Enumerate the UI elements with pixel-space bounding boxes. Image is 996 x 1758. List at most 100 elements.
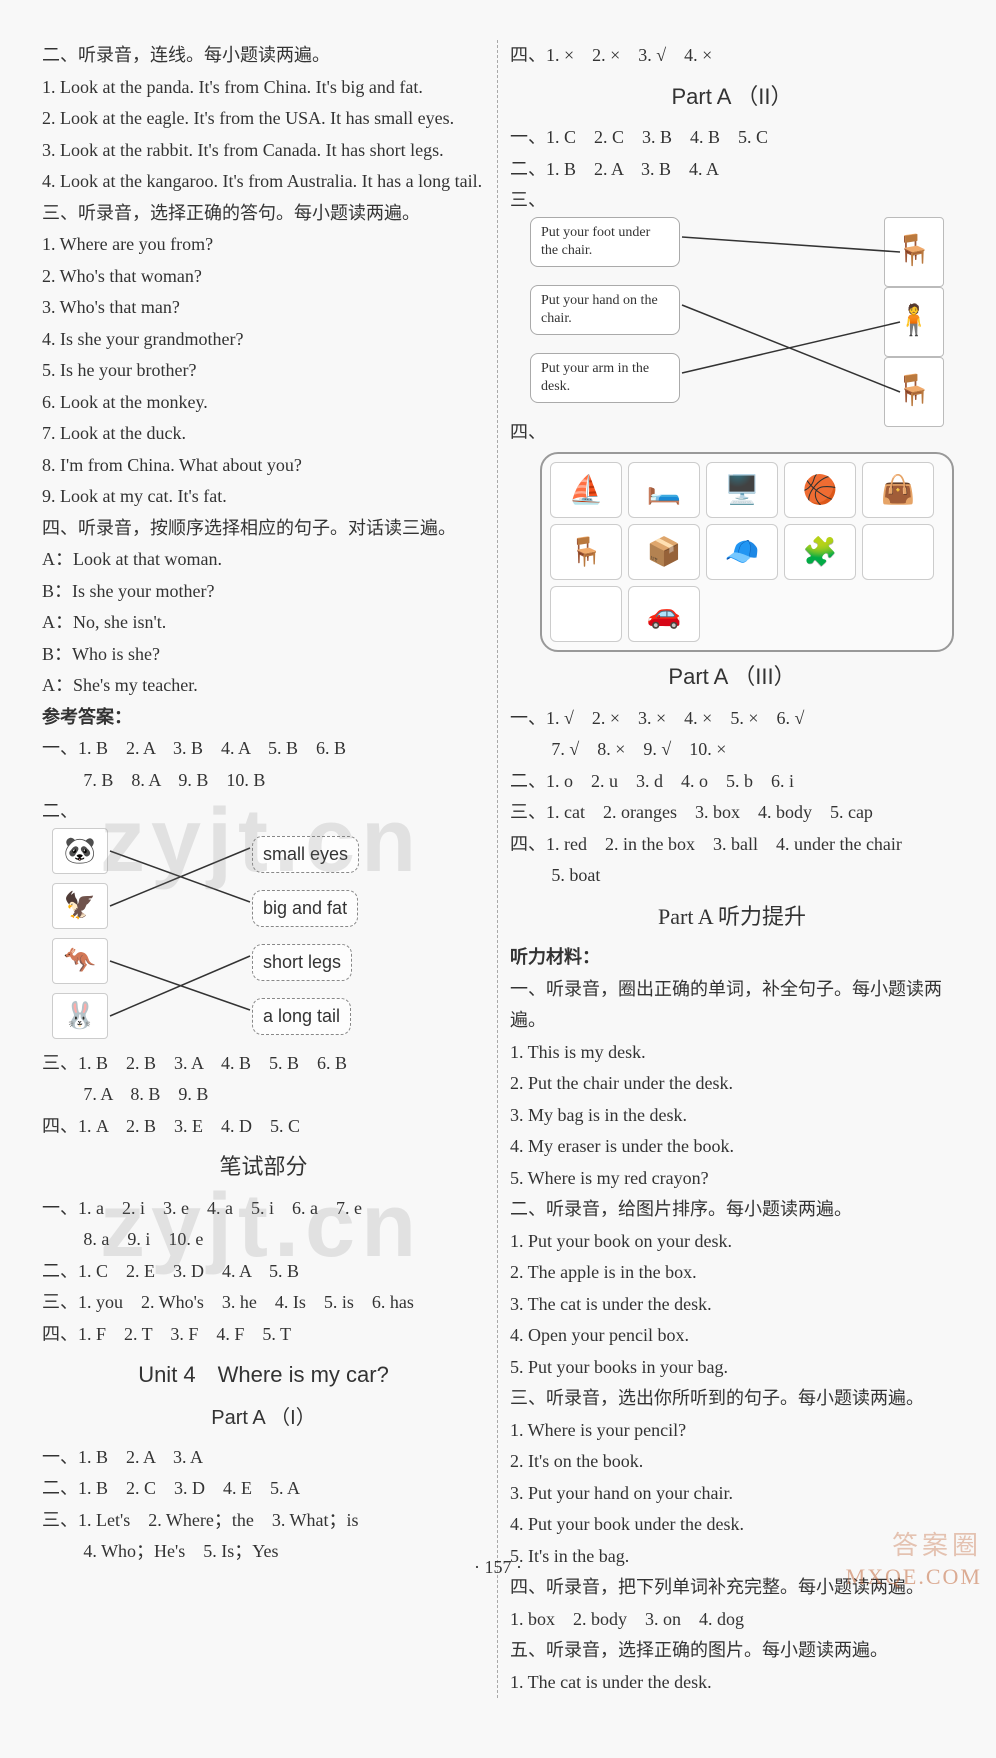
sec3-item: 2. Who's that woman?	[42, 261, 485, 293]
a2-3-head: 三、	[510, 185, 954, 217]
illustration-grid: ⛵ 🛏️ 🖥️ 🏀 👜 🪑 📦 🧢 🧩 🚗	[540, 452, 954, 652]
right-column: 四、1. × 2. × 3. √ 4. × Part A （II） 一、1. C…	[498, 40, 966, 1698]
label-small-eyes: small eyes	[252, 836, 359, 874]
a3-2: 二、1. o 2. u 3. d 4. o 5. b 6. i	[510, 766, 954, 798]
L3-item: 2. It's on the book.	[510, 1446, 954, 1478]
u4-2: 二、1. B 2. C 3. D 4. E 5. A	[42, 1473, 485, 1505]
w2: 二、1. C 2. E 3. D 4. A 5. B	[42, 1256, 485, 1288]
L2-head: 二、听录音，给图片排序。每小题读两遍。	[510, 1194, 954, 1226]
sec3-item: 1. Where are you from?	[42, 229, 485, 261]
listen-head: Part A 听力提升	[510, 898, 954, 937]
left-column: 二、听录音，连线。每小题读两遍。 1. Look at the panda. I…	[30, 40, 498, 1698]
blank-icon	[550, 586, 622, 642]
ex3-desk-icon: 🪑	[884, 357, 944, 427]
exercise3-diagram: Put your foot under the chair. Put your …	[530, 217, 954, 417]
page: 二、听录音，连线。每小题读两遍。 1. Look at the panda. I…	[0, 0, 996, 1758]
u4-3: 三、1. Let's 2. Where；the 3. What；is	[42, 1505, 485, 1537]
w1b: 8. a 9. i 10. e	[42, 1224, 485, 1256]
a3-3: 三、1. cat 2. oranges 3. box 4. body 5. ca…	[510, 797, 954, 829]
unit4-title: Unit 4 Where is my car?	[42, 1356, 485, 1395]
a2-1: 一、1. C 2. C 3. B 4. B 5. C	[510, 122, 954, 154]
sec2-item: 3. Look at the rabbit. It's from Canada.…	[42, 135, 485, 167]
a3-1b: 7. √ 8. × 9. √ 10. ×	[510, 734, 954, 766]
sec3-item: 3. Who's that man?	[42, 292, 485, 324]
eagle-icon: 🦅	[52, 883, 108, 929]
car-icon: 🚗	[628, 586, 700, 642]
L1-item: 5. Where is my red crayon?	[510, 1163, 954, 1195]
ans4: 四、1. A 2. B 3. E 4. D 5. C	[42, 1111, 485, 1143]
sec4-head: 四、听录音，按顺序选择相应的句子。对话读三遍。	[42, 513, 485, 545]
L3-item: 3. Put your hand on your chair.	[510, 1478, 954, 1510]
L1-head: 一、听录音，圈出正确的单词，补全句子。每小题读两遍。	[510, 974, 954, 1037]
a3-1a: 一、1. √ 2. × 3. × 4. × 5. × 6. √	[510, 703, 954, 735]
a3-4b: 5. boat	[510, 860, 954, 892]
label-short-legs: short legs	[252, 944, 352, 982]
bed-icon: 🛏️	[628, 462, 700, 518]
sec4-item: A：Look at that woman.	[42, 544, 485, 576]
L5-head: 五、听录音，选择正确的图片。每小题读两遍。	[510, 1635, 954, 1667]
panda-icon: 🐼	[52, 828, 108, 874]
boat-icon: ⛵	[550, 462, 622, 518]
sec2-item: 1. Look at the panda. It's from China. I…	[42, 72, 485, 104]
kangaroo-icon: 🦘	[52, 938, 108, 984]
partA1-title: Part A （I）	[42, 1401, 485, 1436]
partA3-title: Part A （III）	[510, 658, 954, 697]
ans3b: 7. A 8. B 9. B	[42, 1079, 485, 1111]
a3-4a: 四、1. red 2. in the box 3. ball 4. under …	[510, 829, 954, 861]
L3-item: 1. Where is your pencil?	[510, 1415, 954, 1447]
w3: 三、1. you 2. Who's 3. he 4. Is 5. is 6. h…	[42, 1287, 485, 1319]
sec3-item: 4. Is she your grandmother?	[42, 324, 485, 356]
cap-icon: 🧢	[706, 524, 778, 580]
L1-item: 1. This is my desk.	[510, 1037, 954, 1069]
ball-icon: 🏀	[784, 462, 856, 518]
toy-icon: 🧩	[784, 524, 856, 580]
L3-head: 三、听录音，选出你所听到的句子。每小题读两遍。	[510, 1383, 954, 1415]
L5-line: 1. The cat is under the desk.	[510, 1667, 954, 1699]
ex3-person-icon: 🧍	[884, 287, 944, 357]
sec3-item: 9. Look at my cat. It's fat.	[42, 481, 485, 513]
sec2-item: 4. Look at the kangaroo. It's from Austr…	[42, 166, 485, 198]
label-big-fat: big and fat	[252, 890, 358, 928]
ex3-text-2: Put your hand on the chair.	[530, 285, 680, 335]
L1-item: 4. My eraser is under the book.	[510, 1131, 954, 1163]
ans2-head: 二、	[42, 796, 485, 828]
sec3-item: 6. Look at the monkey.	[42, 387, 485, 419]
chair-icon: 🪑	[550, 524, 622, 580]
sec2-item: 2. Look at the eagle. It's from the USA.…	[42, 103, 485, 135]
L3-item: 4. Put your book under the desk.	[510, 1509, 954, 1541]
w4: 四、1. F 2. T 3. F 4. F 5. T	[42, 1319, 485, 1351]
answers-head: 参考答案：	[42, 702, 485, 734]
sec3-head: 三、听录音，选择正确的答句。每小题读两遍。	[42, 198, 485, 230]
computer-icon: 🖥️	[706, 462, 778, 518]
a2-2: 二、1. B 2. A 3. B 4. A	[510, 154, 954, 186]
box-icon: 📦	[628, 524, 700, 580]
brand-bottom: MXQE.COM	[846, 1564, 982, 1590]
sec4-item: A：No, she isn't.	[42, 607, 485, 639]
sec4-item: B：Is she your mother?	[42, 576, 485, 608]
brand-top: 答案圈	[892, 1525, 982, 1562]
ex3-text-3: Put your arm in the desk.	[530, 353, 680, 403]
L4-line: 1. box 2. body 3. on 4. dog	[510, 1604, 954, 1636]
r4: 四、1. × 2. × 3. √ 4. ×	[510, 40, 954, 72]
sec3-item: 8. I'm from China. What about you?	[42, 450, 485, 482]
L2-item: 4. Open your pencil box.	[510, 1320, 954, 1352]
sec4-item: A：She's my teacher.	[42, 670, 485, 702]
sec3-item: 5. Is he your brother?	[42, 355, 485, 387]
blank-icon	[862, 524, 934, 580]
sec4-item: B：Who is she?	[42, 639, 485, 671]
ans1-line1: 一、1. B 2. A 3. B 4. A 5. B 6. B	[42, 733, 485, 765]
L2-item: 5. Put your books in your bag.	[510, 1352, 954, 1384]
listen-sub: 听力材料：	[510, 942, 954, 974]
L1-item: 3. My bag is in the desk.	[510, 1100, 954, 1132]
ans3: 三、1. B 2. B 3. A 4. B 5. B 6. B	[42, 1048, 485, 1080]
partA2-title: Part A （II）	[510, 78, 954, 117]
L2-item: 2. The apple is in the box.	[510, 1257, 954, 1289]
ex3-chair-icon: 🪑	[884, 217, 944, 287]
u4-1: 一、1. B 2. A 3. A	[42, 1442, 485, 1474]
label-long-tail: a long tail	[252, 998, 351, 1036]
animal-match-diagram: 🐼 🦅 🦘 🐰 small eyes big and fat short leg…	[52, 828, 485, 1048]
L2-item: 3. The cat is under the desk.	[510, 1289, 954, 1321]
rabbit-icon: 🐰	[52, 993, 108, 1039]
bag-icon: 👜	[862, 462, 934, 518]
ans1-line2: 7. B 8. A 9. B 10. B	[42, 765, 485, 797]
